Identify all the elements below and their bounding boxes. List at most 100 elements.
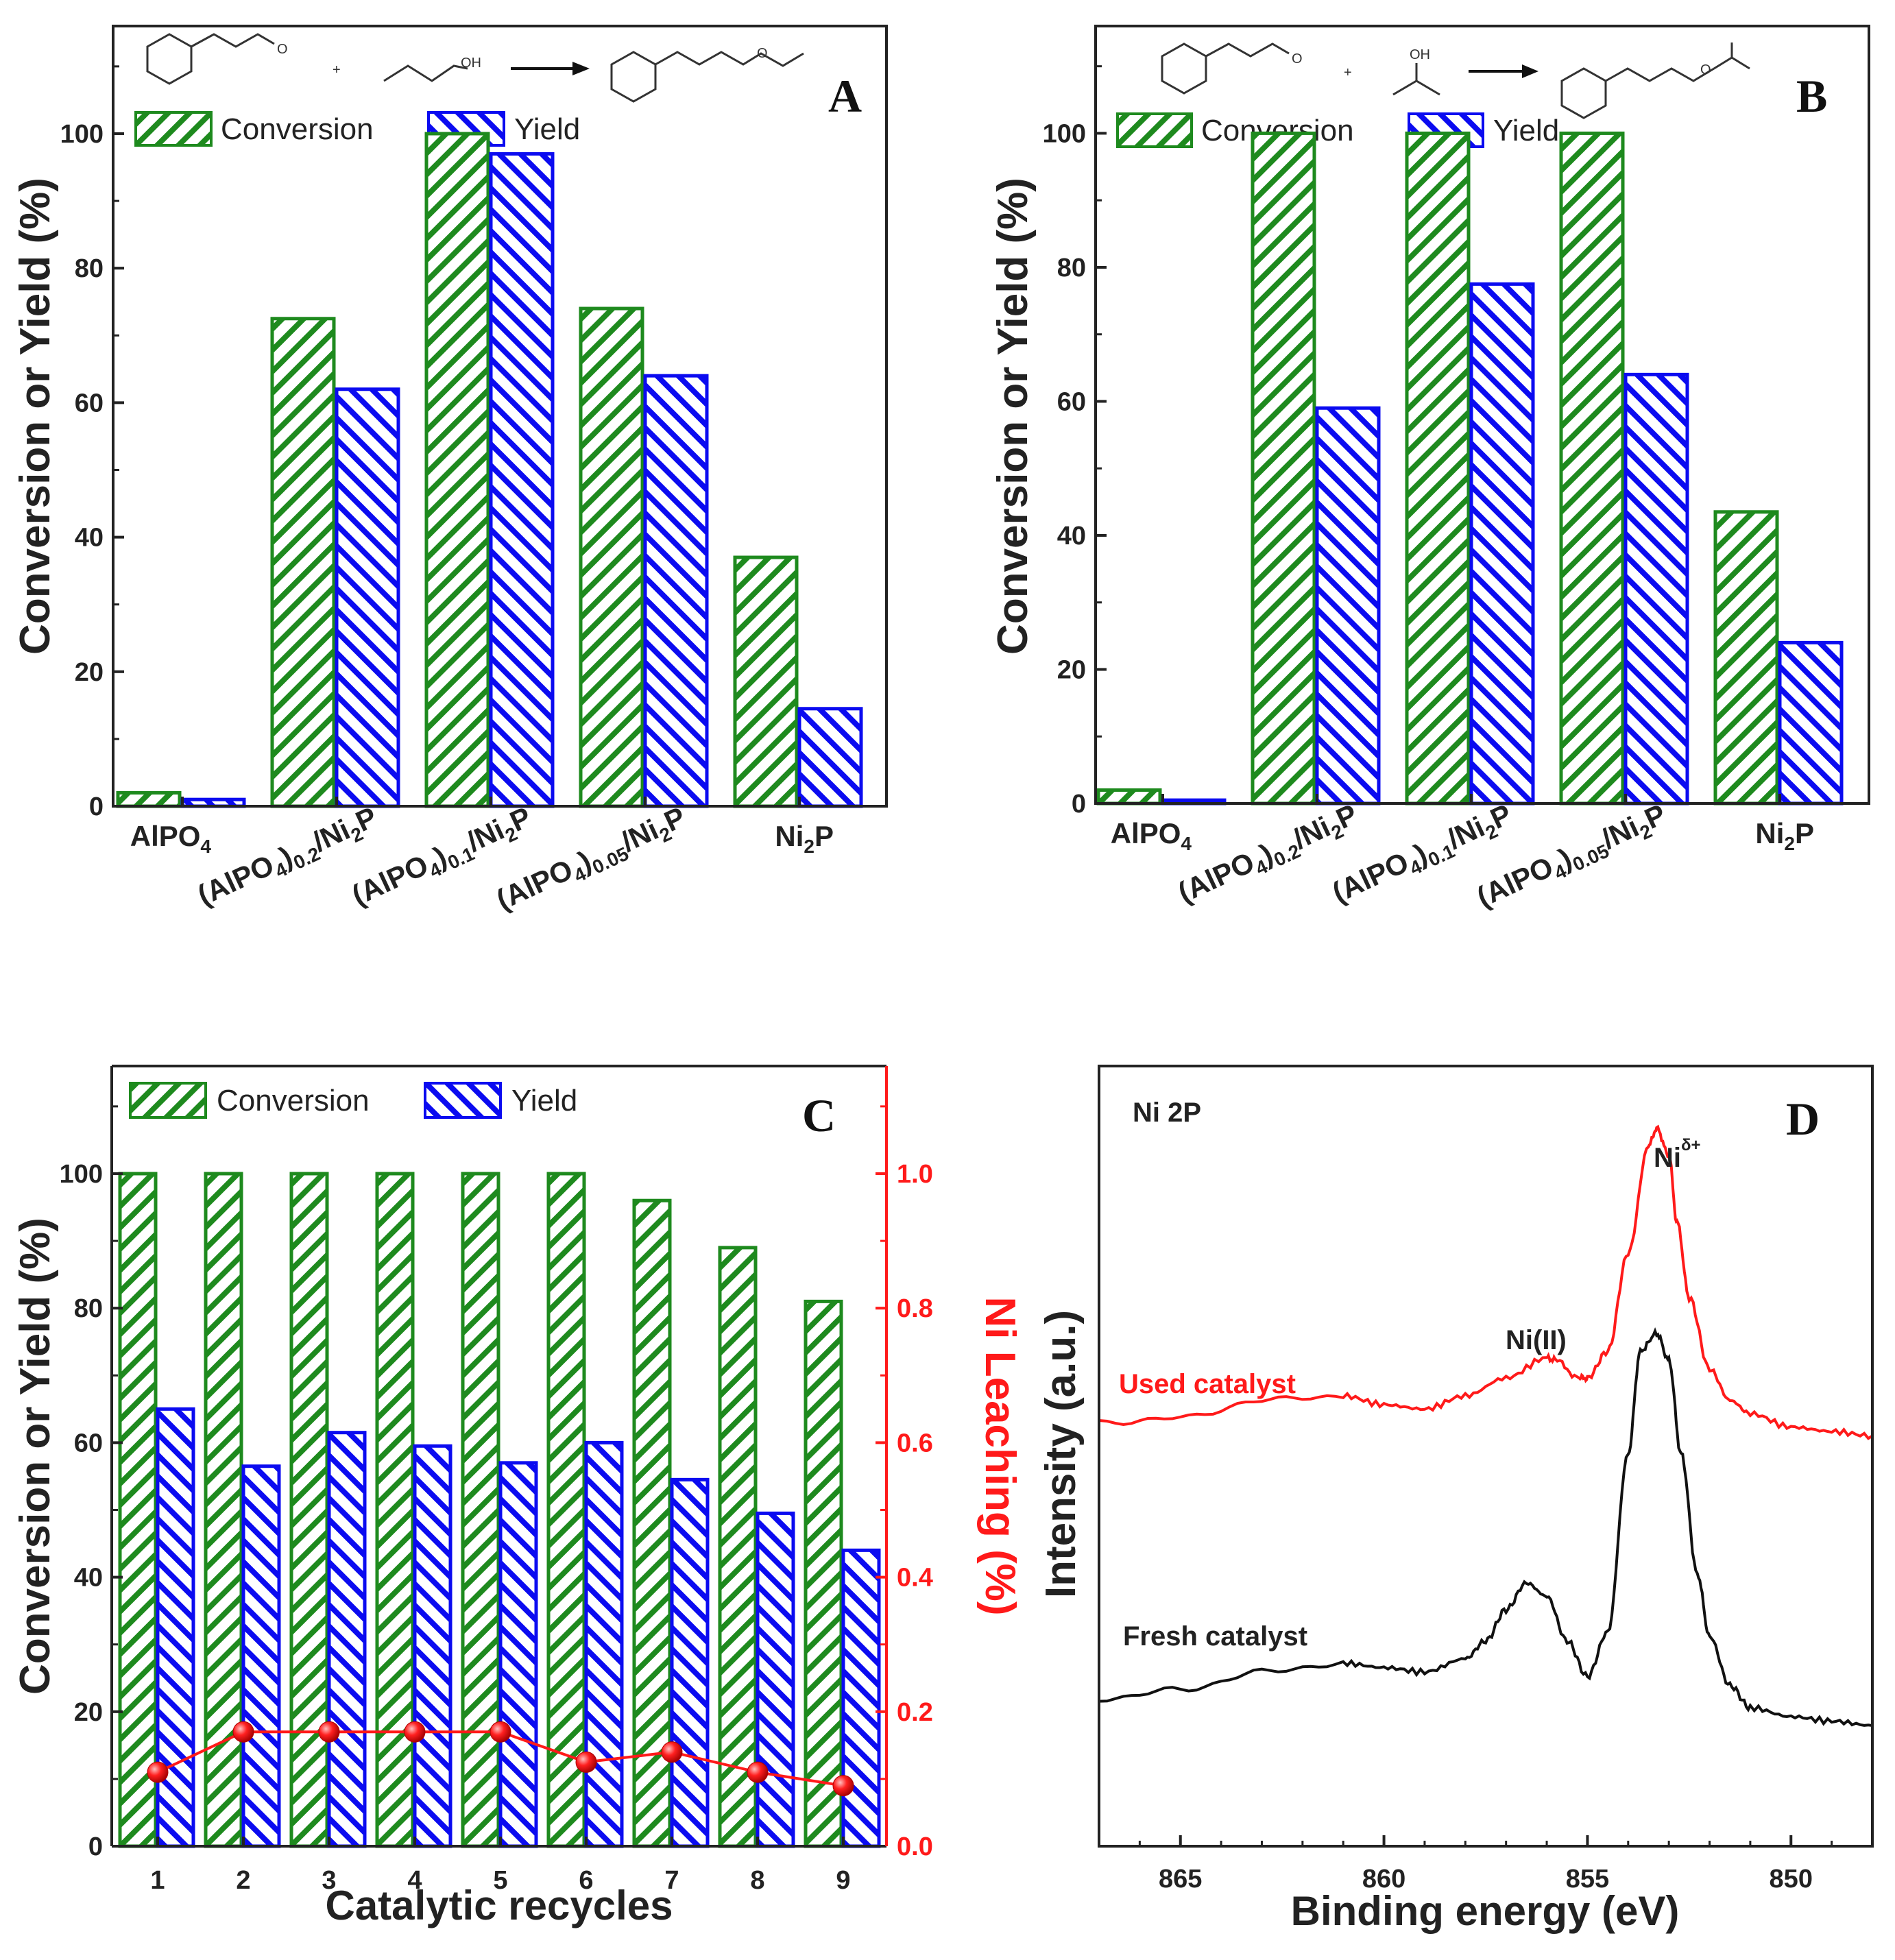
ni-leaching-point-6 — [575, 1751, 597, 1773]
bar-c-conversion-3 — [289, 1172, 329, 1848]
ytick-label: 20 — [1057, 655, 1086, 684]
bar-c-yield-6 — [584, 1440, 624, 1848]
xtick-label-1: AlPO4 — [130, 820, 212, 857]
ytick-label: 60 — [74, 1429, 103, 1457]
panel-c-bars — [118, 1172, 881, 1848]
bar-a-yield-2 — [335, 387, 400, 808]
reaction-a-reagent1-label: O — [277, 42, 288, 57]
reaction-a-product-label: O — [757, 46, 768, 61]
panel-c-xlabel: Catalytic recycles — [325, 1883, 673, 1928]
bar-a-conversion-1 — [116, 790, 182, 808]
y2tick-label: 0.6 — [897, 1429, 933, 1457]
bar-c-yield-5 — [498, 1461, 538, 1848]
panel-d-title: Ni 2P — [1133, 1098, 1201, 1128]
panel-d-xlabel: Binding energy (eV) — [1291, 1888, 1680, 1934]
ytick-label: 0 — [89, 793, 104, 821]
bar-b-yield-5 — [1778, 640, 1844, 806]
ni-leaching-point-8 — [747, 1761, 769, 1783]
panel-d-frame — [1098, 1065, 1874, 1848]
xtick-label-860: 860 — [1362, 1865, 1405, 1894]
bar-a-yield-5 — [797, 707, 863, 808]
ytick-label: 40 — [75, 524, 104, 553]
bar-c-conversion-1 — [118, 1172, 158, 1848]
bar-c-yield-4 — [413, 1444, 452, 1848]
legend-a-conversion-swatch — [134, 111, 213, 147]
xtick-label-9: 9 — [836, 1866, 850, 1895]
bar-a-yield-3 — [489, 152, 555, 808]
reaction-a-reagent2-label: OH — [461, 56, 481, 71]
ytick-label: 60 — [1057, 387, 1086, 416]
xtick-label-5: Ni2P — [1755, 817, 1814, 854]
label-fresh-catalyst: Fresh catalyst — [1123, 1621, 1307, 1652]
xtick-label-855: 855 — [1566, 1865, 1609, 1894]
panel-a-letter: A — [828, 70, 862, 122]
reaction-b-reagent2-label: OH — [1410, 47, 1430, 62]
bar-a-yield-4 — [643, 374, 709, 808]
xtick-label-1: AlPO4 — [1111, 817, 1192, 854]
y2tick-label: 0.4 — [897, 1564, 933, 1593]
panel-c-leaching-series — [147, 1721, 854, 1797]
xtick-label-5: 5 — [493, 1866, 507, 1895]
ytick-label: 60 — [75, 389, 104, 418]
bar-c-conversion-8 — [718, 1246, 758, 1848]
panel-d: 865 860 855 850 D Ni 2P Ni(II) Niδ+ Used ca… — [1037, 1065, 1874, 1934]
bar-c-yield-9 — [841, 1548, 881, 1848]
ytick-label: 20 — [75, 658, 104, 687]
panel-b: O + OH O B Conversion Yield 0 20 40 60 80 100… — [989, 25, 1870, 913]
ytick-label: 80 — [74, 1294, 103, 1323]
panel-b-frame — [1094, 25, 1870, 805]
ni-leaching-point-2 — [232, 1721, 254, 1743]
panel-c-letter: C — [802, 1089, 836, 1141]
xtick-label-7: 7 — [664, 1866, 679, 1895]
ni-leaching-point-3 — [318, 1721, 340, 1743]
ytick-label: 100 — [60, 120, 104, 149]
xtick-label-1: 1 — [150, 1866, 165, 1895]
ni-leaching-point-4 — [404, 1721, 426, 1743]
xtick-label-6: 6 — [579, 1866, 593, 1895]
bar-a-conversion-3 — [424, 132, 490, 808]
ytick-label: 100 — [1043, 119, 1086, 148]
bar-c-conversion-5 — [461, 1172, 500, 1848]
panel-a-legend: Conversion Yield — [134, 111, 580, 147]
bar-b-yield-4 — [1624, 372, 1689, 806]
panel-c: C Conversion Yield 0 20 40 60 80 100 0.0 0.2 0.4… — [12, 1065, 1024, 1928]
legend-c-conversion-swatch — [129, 1082, 207, 1119]
reaction-a-plus: + — [333, 62, 341, 77]
reaction-b-plus: + — [1344, 65, 1352, 80]
panel-a-bars — [116, 132, 863, 808]
panel-c-ylabel: Conversion or Yield (%) — [12, 1218, 59, 1695]
xtick-label-8: 8 — [750, 1866, 764, 1895]
legend-c-yield-label: Yield — [511, 1084, 577, 1117]
panel-b-letter: B — [1796, 70, 1827, 122]
y2tick-label: 1.0 — [897, 1160, 933, 1189]
panel-d-letter: D — [1786, 1093, 1820, 1145]
panel-a-frame — [112, 25, 888, 808]
y2tick-label: 0.0 — [897, 1832, 933, 1861]
y2tick-label: 0.2 — [897, 1698, 933, 1727]
ytick-label: 80 — [75, 254, 104, 283]
panel-b-ylabel: Conversion or Yield (%) — [989, 178, 1037, 655]
ytick-label: 80 — [1057, 254, 1086, 282]
bar-c-conversion-2 — [204, 1172, 243, 1848]
panel-c-y2label: Ni Leaching (%) — [976, 1296, 1024, 1615]
panel-c-legend: Conversion Yield — [129, 1082, 577, 1119]
ytick-label: 40 — [74, 1564, 103, 1593]
bar-b-yield-2 — [1315, 406, 1381, 806]
y2tick-label: 0.8 — [897, 1294, 933, 1323]
spectrum-fresh-catalyst — [1098, 1327, 1873, 1727]
label-used-catalyst: Used catalyst — [1119, 1369, 1296, 1399]
xtick-label-3: 3 — [322, 1866, 336, 1895]
ni-leaching-point-1 — [147, 1761, 169, 1783]
spectrum-used-catalyst — [1098, 1124, 1874, 1440]
panel-a-ylabel: Conversion or Yield (%) — [12, 178, 59, 655]
panel-b-bars — [1096, 131, 1844, 806]
panel-d-ticks: 865 860 855 850 — [1138, 1835, 1833, 1894]
xtick-label-4: 4 — [407, 1866, 422, 1895]
panel-a: O + OH O A Conversion Yield 0 20 40 60 80 100… — [12, 25, 888, 916]
panel-b-reaction: O + OH O — [1161, 43, 1750, 119]
ytick-label: 0 — [88, 1832, 103, 1861]
xtick-label-850: 850 — [1770, 1865, 1813, 1894]
reaction-b-product-label: O — [1700, 62, 1711, 77]
panel-d-ylabel: Intensity (a.u.) — [1037, 1310, 1085, 1598]
